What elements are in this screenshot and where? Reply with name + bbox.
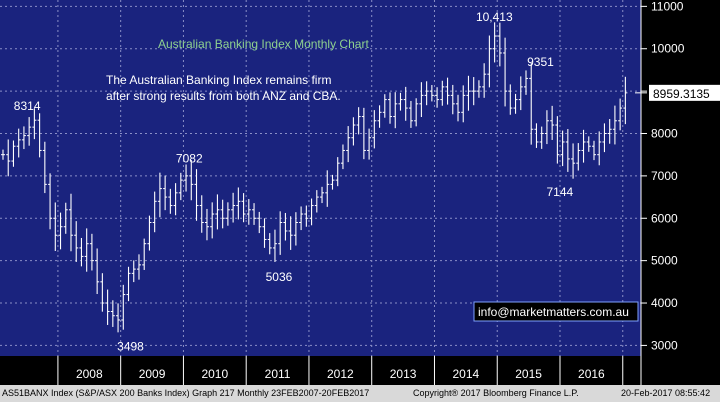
email-text: info@marketmatters.com.au [478,305,629,319]
y-tick-label: 6000 [651,211,678,225]
x-tick-label: 2013 [390,367,417,381]
last-value-label: 8959.3135 [653,87,710,101]
x-tick-label: 2010 [201,367,228,381]
y-tick-label: 5000 [651,254,678,268]
y-tick-label: 8000 [651,127,678,141]
x-tick-label: 2012 [327,367,354,381]
y-tick-label: 4000 [651,296,678,310]
x-tick-label: 2015 [515,367,542,381]
x-tick-label: 2008 [76,367,103,381]
value-annotation: 3498 [117,339,144,353]
last-value-tag [649,84,720,101]
value-annotation: 9351 [527,55,554,69]
chart-note-line: The Australian Banking Index remains fir… [106,73,331,87]
value-annotation: 10,413 [476,10,513,24]
y-tick-label: 11000 [651,0,684,13]
x-tick-label: 2009 [139,367,166,381]
plot-area [0,0,641,356]
y-tick-label: 10000 [651,42,685,56]
footer-copyright: Copyright® 2017 Bloomberg Finance L.P. [413,388,579,398]
y-tick-label: 3000 [651,338,678,352]
chart-note-line: after strong results from both ANZ and C… [106,89,341,103]
x-tick-label: 2014 [453,367,480,381]
value-annotation: 7144 [546,185,573,199]
x-axis-band [0,356,641,385]
y-tick-label: 7000 [651,169,678,183]
x-tick-label: 2011 [265,367,291,381]
chart-title: Australian Banking Index Monthly Chart [158,37,369,51]
footer-timestamp: 20-Feb-2017 08:55:42 [621,388,711,398]
footer-bar: AS51BANX Index (S&P/ASX 200 Banks Index)… [0,385,720,402]
value-annotation: 5036 [266,270,293,284]
email-box [473,301,639,322]
value-annotation: 8314 [14,99,41,113]
x-tick-label: 2016 [578,367,605,381]
footer-left: AS51BANX Index (S&P/ASX 200 Banks Index)… [2,388,370,398]
chart: 2008 2009 2010 2011 2012 2013 2014 2015 2016 3000… [0,0,720,385]
value-annotation: 7082 [176,151,203,165]
